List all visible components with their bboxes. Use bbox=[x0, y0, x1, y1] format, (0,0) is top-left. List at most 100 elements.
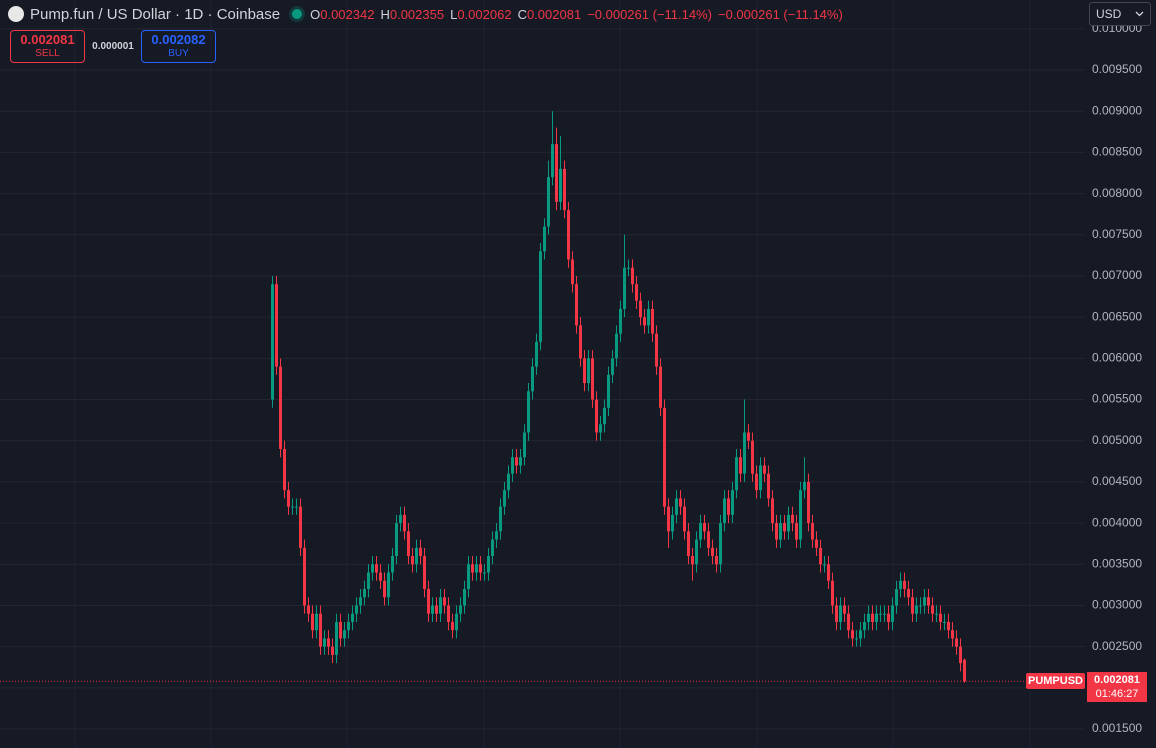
candle-body bbox=[339, 621, 342, 639]
candle-body bbox=[719, 523, 722, 565]
y-tick-label: 0.004000 bbox=[1092, 515, 1142, 529]
candle-body bbox=[427, 589, 430, 614]
last-price: 0.002081 bbox=[1094, 674, 1140, 687]
candle-body bbox=[743, 432, 746, 474]
candle-body bbox=[447, 605, 450, 622]
chart-title: Pump.fun / US Dollar · 1D · Coinbase bbox=[30, 5, 281, 23]
market-status[interactable] bbox=[292, 9, 303, 19]
candle-body bbox=[771, 498, 774, 524]
candle-body bbox=[767, 473, 770, 499]
currency-select[interactable]: USD bbox=[1089, 2, 1151, 26]
candle-body bbox=[943, 621, 946, 623]
buy-label: BUY bbox=[168, 47, 189, 59]
candle-body bbox=[723, 498, 726, 524]
candle-body bbox=[703, 523, 706, 532]
candle-body bbox=[839, 605, 842, 622]
candle-body bbox=[351, 613, 354, 622]
candle-body bbox=[863, 621, 866, 631]
candle-body bbox=[507, 473, 510, 491]
candle-body bbox=[727, 498, 730, 515]
candle-body bbox=[911, 597, 914, 614]
candle-body bbox=[751, 440, 754, 474]
candle-body bbox=[423, 556, 426, 590]
y-tick-label: 0.009000 bbox=[1092, 103, 1142, 117]
candle-body bbox=[663, 407, 666, 507]
high-value: 0.002355 bbox=[389, 6, 445, 22]
buy-button[interactable]: 0.002082 BUY bbox=[141, 30, 216, 63]
candle-body bbox=[871, 613, 874, 622]
price-scale: 0.0015000.0020000.0025000.0030000.003500… bbox=[1092, 21, 1142, 735]
candle-body bbox=[375, 564, 378, 573]
candle-body bbox=[687, 531, 690, 557]
vertical-grid bbox=[74, 0, 1031, 748]
candle-body bbox=[463, 589, 466, 606]
symbol-logo bbox=[8, 6, 24, 22]
candle-body bbox=[303, 547, 306, 606]
candle-body bbox=[835, 605, 838, 622]
high-label: H bbox=[380, 6, 390, 22]
y-tick-label: 0.005000 bbox=[1092, 433, 1142, 447]
candle-body bbox=[407, 531, 410, 557]
sell-button[interactable]: 0.002081 SELL bbox=[10, 30, 85, 63]
candle-body bbox=[271, 284, 274, 400]
candle-body bbox=[927, 597, 930, 606]
candle-body bbox=[535, 341, 538, 367]
candle-body bbox=[315, 613, 318, 631]
candle-body bbox=[419, 547, 422, 557]
candle-body bbox=[543, 226, 546, 252]
close-label: C bbox=[517, 6, 527, 22]
candle-body bbox=[919, 605, 922, 607]
candle-body bbox=[343, 630, 346, 639]
candle-body bbox=[783, 523, 786, 532]
candle-body bbox=[571, 259, 574, 285]
candle-body bbox=[655, 333, 658, 367]
candle-body bbox=[411, 556, 414, 565]
candle-body bbox=[931, 605, 934, 614]
low-label: L bbox=[450, 6, 458, 22]
candle-body bbox=[335, 621, 338, 655]
chevron bbox=[1135, 11, 1144, 17]
candle-body bbox=[795, 523, 798, 540]
candle-body bbox=[711, 547, 714, 557]
sell-price: 0.002081 bbox=[20, 31, 75, 47]
candle-body bbox=[603, 407, 606, 425]
candle-body bbox=[503, 490, 506, 507]
candle-body bbox=[643, 317, 646, 326]
y-tick-label: 0.009500 bbox=[1092, 62, 1142, 76]
candle-body bbox=[399, 514, 402, 524]
y-tick-label: 0.008000 bbox=[1092, 186, 1142, 200]
candle-body bbox=[923, 597, 926, 606]
candle-body bbox=[859, 630, 862, 639]
candle-body bbox=[287, 490, 290, 507]
sell-label: SELL bbox=[35, 47, 60, 59]
y-tick-label: 0.006500 bbox=[1092, 309, 1142, 323]
candle-body bbox=[939, 613, 942, 622]
candle-body bbox=[691, 556, 694, 565]
candle-body bbox=[599, 424, 602, 433]
candle-body bbox=[355, 605, 358, 614]
candle-body bbox=[291, 506, 294, 508]
candle-body bbox=[959, 646, 962, 664]
candle-body bbox=[907, 589, 910, 598]
candle-body bbox=[799, 490, 802, 540]
close-value: 0.002081 bbox=[526, 6, 582, 22]
candle-body bbox=[455, 613, 458, 631]
candle-body bbox=[495, 531, 498, 540]
grid bbox=[0, 28, 1085, 730]
y-tick-label: 0.004500 bbox=[1092, 474, 1142, 488]
candle-body bbox=[347, 621, 350, 631]
candle-body bbox=[963, 659, 966, 682]
candle-body bbox=[311, 613, 314, 631]
candle-body bbox=[539, 251, 542, 342]
candle-body bbox=[903, 580, 906, 590]
y-tick-label: 0.007000 bbox=[1092, 268, 1142, 282]
y-tick-label: 0.003500 bbox=[1092, 556, 1142, 570]
candle-body bbox=[307, 605, 310, 614]
candle-body bbox=[899, 580, 902, 590]
candle-body bbox=[699, 523, 702, 540]
buy-price: 0.002082 bbox=[151, 31, 206, 47]
candle-body bbox=[559, 168, 562, 202]
candle-body bbox=[431, 605, 434, 614]
candle-body bbox=[631, 267, 634, 285]
